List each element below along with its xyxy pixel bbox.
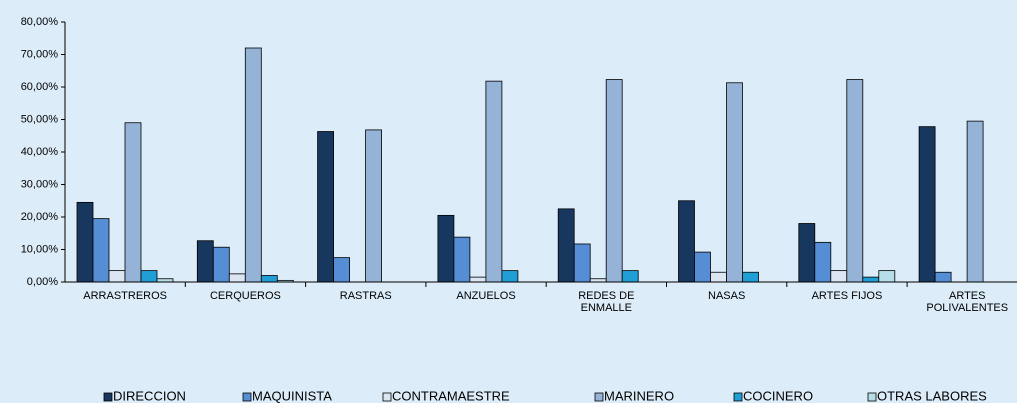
bar bbox=[726, 82, 743, 283]
bar bbox=[212, 246, 230, 283]
bar bbox=[501, 270, 519, 283]
legend-swatch bbox=[867, 392, 877, 402]
bar bbox=[918, 126, 936, 283]
y-tick-label: 40,00% bbox=[21, 146, 59, 158]
y-tick-label: 20,00% bbox=[21, 211, 59, 223]
bar bbox=[228, 273, 246, 283]
legend-swatch bbox=[733, 392, 743, 402]
bar bbox=[469, 276, 487, 283]
bar bbox=[140, 270, 158, 283]
y-tick-label: 50,00% bbox=[21, 113, 59, 125]
bar bbox=[830, 270, 848, 283]
bar bbox=[966, 120, 984, 283]
bar bbox=[453, 236, 471, 283]
y-tick-label: 60,00% bbox=[21, 81, 59, 93]
bar bbox=[742, 271, 759, 283]
bar bbox=[678, 200, 695, 283]
x-tick-label: ARRASTREROS bbox=[83, 290, 168, 302]
bar bbox=[108, 270, 126, 283]
bar bbox=[317, 131, 335, 283]
x-tick-label: ARTES POLIVALENTES bbox=[926, 290, 1009, 314]
bar bbox=[710, 271, 727, 283]
y-tick-label: 0,00% bbox=[27, 276, 58, 288]
legend-label: MAQUINISTA bbox=[252, 388, 332, 403]
y-tick-label: 10,00% bbox=[21, 243, 59, 255]
bar bbox=[196, 240, 214, 283]
x-tick-label: RASTRAS bbox=[339, 290, 392, 302]
bar bbox=[365, 129, 383, 283]
legend-label: COCINERO bbox=[743, 388, 813, 403]
bar bbox=[260, 275, 278, 283]
bar bbox=[798, 223, 816, 283]
bar bbox=[557, 208, 575, 283]
bar bbox=[333, 257, 351, 283]
bar bbox=[485, 80, 503, 283]
bar bbox=[934, 271, 952, 283]
bar bbox=[573, 243, 591, 283]
x-tick-label: ARTES FIJOS bbox=[811, 290, 883, 302]
bar bbox=[437, 214, 455, 283]
y-tick-label: 30,00% bbox=[21, 178, 59, 190]
y-tick-label: 70,00% bbox=[21, 48, 59, 60]
x-tick-label: ANZUELOS bbox=[456, 290, 516, 302]
legend-label: CONTRAMAESTRE bbox=[392, 388, 510, 403]
bar bbox=[76, 201, 94, 283]
bar bbox=[605, 79, 623, 283]
legend-swatch bbox=[594, 392, 604, 402]
legend-swatch bbox=[242, 392, 252, 402]
bar bbox=[862, 276, 880, 283]
bar bbox=[694, 251, 711, 283]
bar bbox=[878, 270, 896, 283]
legend-swatch bbox=[382, 392, 392, 402]
bar bbox=[846, 79, 864, 283]
bar bbox=[621, 270, 639, 283]
legend-label: MARINERO bbox=[604, 388, 674, 403]
legend-swatch bbox=[103, 392, 113, 402]
x-tick-label: CERQUEROS bbox=[209, 290, 281, 302]
legend-label: DIRECCION bbox=[113, 388, 186, 403]
bar bbox=[124, 122, 142, 283]
bar bbox=[244, 47, 262, 283]
y-tick-label: 80,00% bbox=[21, 16, 59, 28]
bar bbox=[92, 218, 110, 283]
x-tick-label: REDES DE ENMALLE bbox=[578, 290, 635, 314]
x-tick-label: NASAS bbox=[708, 290, 746, 302]
bar bbox=[814, 241, 832, 283]
legend-label: OTRAS LABORES bbox=[877, 388, 987, 403]
